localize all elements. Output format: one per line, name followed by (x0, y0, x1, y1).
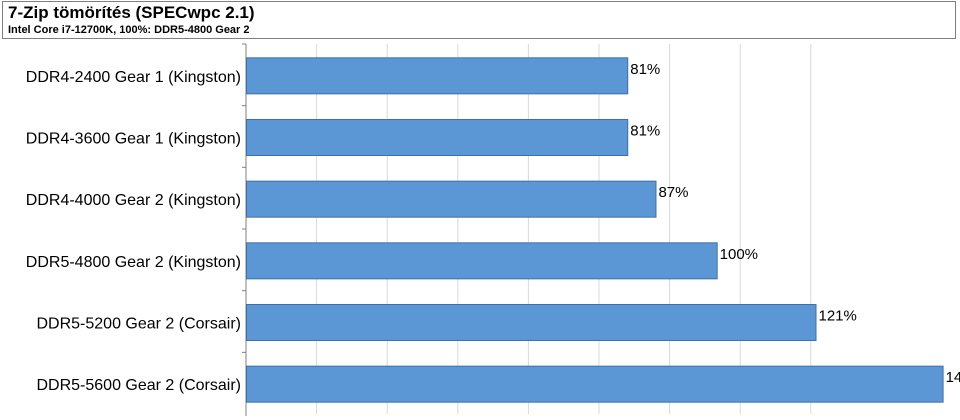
category-label: DDR4-2400 Gear 1 (Kingston) (26, 69, 241, 86)
category-label: DDR5-4800 Gear 2 (Kingston) (26, 254, 241, 271)
category-label: DDR4-3600 Gear 1 (Kingston) (26, 131, 241, 148)
bar (246, 57, 629, 95)
data-label: 81% (630, 61, 660, 78)
bar (246, 119, 629, 156)
chart-title: 7-Zip tömörítés (SPECwpc 2.1) (8, 3, 255, 22)
category-label: DDR5-5600 Gear 2 (Corsair) (36, 377, 241, 394)
bar (246, 304, 817, 341)
chart-subtitle: Intel Core i7-12700K, 100%: DDR5-4800 Ge… (8, 24, 250, 36)
data-label: 121% (819, 308, 857, 325)
data-label: 148% (946, 369, 960, 386)
bar (246, 242, 718, 280)
data-label: 81% (630, 123, 660, 140)
data-label: 87% (658, 184, 688, 201)
data-label: 100% (720, 246, 758, 263)
bar (246, 365, 944, 403)
category-label: DDR5-5200 Gear 2 (Corsair) (36, 316, 241, 333)
chart-header: 7-Zip tömörítés (SPECwpc 2.1) Intel Core… (2, 1, 956, 39)
category-label: DDR4-4000 Gear 2 (Kingston) (26, 192, 241, 209)
bar (246, 180, 657, 218)
